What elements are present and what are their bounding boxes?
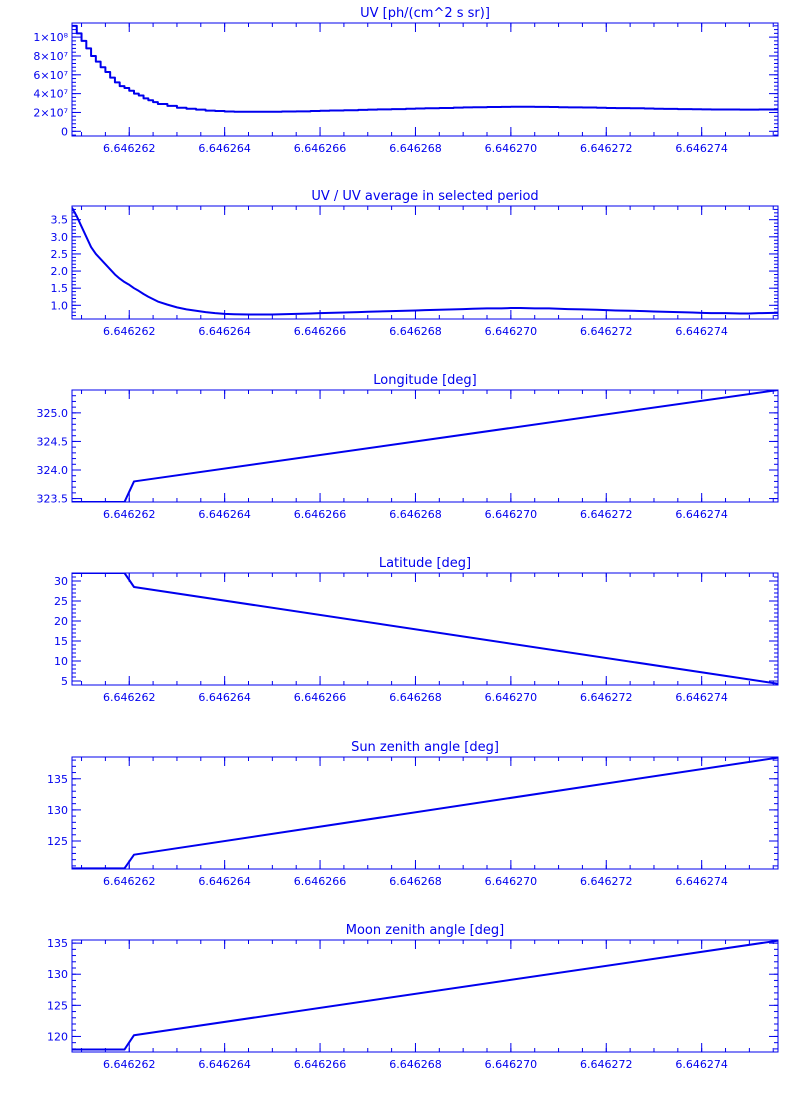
x-tick-label: 6.646264 (198, 142, 251, 155)
y-tick-label: 10 (54, 655, 68, 668)
y-tick-label: 130 (47, 968, 68, 981)
x-tick-label: 6.646274 (675, 325, 728, 338)
x-tick-label: 6.646266 (294, 875, 347, 888)
y-tick-label: 2.5 (51, 248, 69, 261)
plot-frame (71, 389, 779, 503)
y-tick-label: 20 (54, 615, 68, 628)
x-tick-label: 6.646266 (294, 1058, 347, 1071)
x-tick-label: 6.646272 (580, 1058, 633, 1071)
y-tick-label: 25 (54, 595, 68, 608)
x-tick-label: 6.646270 (485, 875, 538, 888)
x-tick-label: 6.646272 (580, 875, 633, 888)
y-tick-label: 8×10⁷ (33, 50, 68, 63)
x-tick-label: 6.646268 (389, 1058, 442, 1071)
y-tick-label: 5 (61, 675, 68, 688)
x-tick-label: 6.646268 (389, 325, 442, 338)
chart-panel-2: UV / UV average in selected period 6.6462… (51, 189, 779, 338)
x-tick-label: 6.646270 (485, 142, 538, 155)
x-tick-label: 6.646268 (389, 875, 442, 888)
x-tick-label: 6.646266 (294, 508, 347, 521)
x-tick-label: 6.646272 (580, 142, 633, 155)
y-tick-label: 324.5 (37, 435, 69, 448)
chart-panel-5: Sun zenith angle [deg] 6.646262 6.646264 6.… (47, 740, 779, 888)
series-line-uv-uv-average-in-selected-period (72, 207, 778, 316)
x-tick-label: 6.646268 (389, 142, 442, 155)
x-tick-label: 6.646264 (198, 1058, 251, 1071)
x-tick-label: 6.646264 (198, 691, 251, 704)
y-tick-label: 324.0 (37, 464, 69, 477)
y-tick-label: 323.5 (37, 493, 69, 506)
x-tick-label: 6.646266 (294, 691, 347, 704)
x-tick-label: 6.646264 (198, 875, 251, 888)
chart-panel-3: Longitude [deg] 6.646262 6.646264 6.646266 6… (37, 373, 779, 521)
y-tick-label: 130 (47, 804, 68, 817)
plot-frame (71, 22, 779, 137)
y-tick-label: 125 (47, 835, 68, 848)
y-tick-label: 0 (61, 125, 68, 138)
x-tick-label: 6.646270 (485, 1058, 538, 1071)
x-tick-label: 6.646272 (580, 325, 633, 338)
plot-frame (71, 756, 779, 870)
plot-frame (71, 939, 779, 1053)
x-tick-label: 6.646264 (198, 325, 251, 338)
x-tick-label: 6.646274 (675, 875, 728, 888)
series-line-moon-zenith-angle-deg (72, 940, 778, 1051)
y-tick-label: 1×10⁸ (33, 31, 68, 44)
x-tick-label: 6.646274 (675, 142, 728, 155)
series-line-latitude-deg (72, 573, 778, 685)
y-tick-label: 2.0 (51, 265, 69, 278)
chart-title: Latitude [deg] (379, 556, 471, 571)
chart-title: UV / UV average in selected period (311, 189, 538, 204)
y-tick-label: 30 (54, 575, 68, 588)
x-tick-label: 6.646272 (580, 691, 633, 704)
y-tick-label: 135 (47, 937, 68, 950)
x-tick-label: 6.646262 (103, 691, 156, 704)
x-tick-label: 6.646268 (389, 508, 442, 521)
plot-frame (71, 205, 779, 320)
y-tick-label: 1.0 (51, 299, 69, 312)
chart-title: UV [ph/(cm^2 s sr)] (360, 6, 490, 21)
x-tick-label: 6.646266 (294, 142, 347, 155)
chart-panel-4: Latitude [deg] 6.646262 6.646264 6.646266 6.… (54, 556, 779, 704)
chart-title: Sun zenith angle [deg] (351, 740, 499, 755)
x-tick-label: 6.646266 (294, 325, 347, 338)
y-tick-label: 325.0 (37, 407, 69, 420)
chart-title: Moon zenith angle [deg] (346, 923, 504, 938)
y-tick-label: 3.5 (51, 214, 69, 227)
x-tick-label: 6.646262 (103, 875, 156, 888)
x-tick-label: 6.646262 (103, 325, 156, 338)
y-tick-label: 15 (54, 635, 68, 648)
chart-panel-1: UV [ph/(cm^2 s sr)] 6.646262 6.646264 6.646… (33, 6, 779, 155)
y-tick-label: 120 (47, 1030, 68, 1043)
x-tick-label: 6.646274 (675, 1058, 728, 1071)
x-tick-label: 6.646272 (580, 508, 633, 521)
y-tick-label: 6×10⁷ (33, 69, 68, 82)
chart-panel-6: Moon zenith angle [deg] 6.646262 6.646264 6… (47, 923, 779, 1071)
x-tick-label: 6.646264 (198, 508, 251, 521)
x-tick-label: 6.646274 (675, 508, 728, 521)
x-tick-label: 6.646270 (485, 508, 538, 521)
y-tick-label: 4×10⁷ (33, 88, 68, 101)
x-tick-label: 6.646262 (103, 508, 156, 521)
y-tick-label: 125 (47, 999, 68, 1012)
y-tick-label: 3.0 (51, 231, 69, 244)
x-tick-label: 6.646274 (675, 691, 728, 704)
y-tick-label: 1.5 (51, 282, 69, 295)
series-line-uv-ph-cm-2-s-sr (72, 24, 778, 113)
series-line-sun-zenith-angle-deg (72, 757, 778, 869)
x-tick-label: 6.646262 (103, 142, 156, 155)
x-tick-label: 6.646268 (389, 691, 442, 704)
x-tick-label: 6.646270 (485, 691, 538, 704)
y-tick-label: 2×10⁷ (33, 106, 68, 119)
series-line-longitude-deg (72, 390, 778, 502)
x-tick-label: 6.646262 (103, 1058, 156, 1071)
x-tick-label: 6.646270 (485, 325, 538, 338)
y-tick-label: 135 (47, 773, 68, 786)
chart-title: Longitude [deg] (373, 373, 476, 388)
